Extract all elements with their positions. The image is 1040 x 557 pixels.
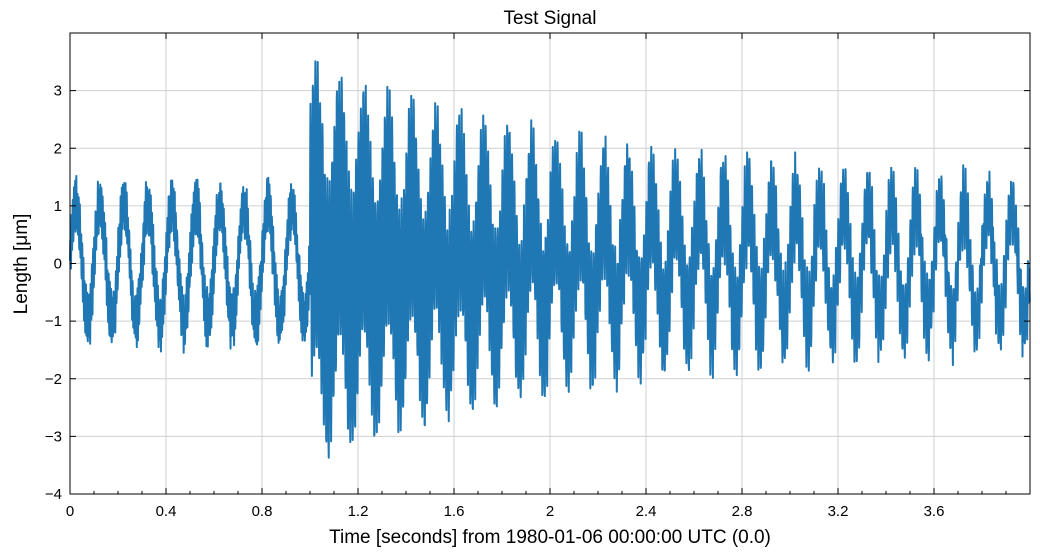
x-tick-label: 2 — [546, 503, 554, 520]
y-tick-label: 2 — [54, 140, 62, 157]
y-tick-label: −1 — [45, 313, 62, 330]
x-tick-label: 1.2 — [348, 503, 369, 520]
y-tick-label: 3 — [54, 83, 62, 100]
y-axis-label: Length [μm] — [11, 214, 32, 315]
x-tick-label: 0 — [66, 503, 74, 520]
x-tick-label: 3.6 — [924, 503, 945, 520]
x-tick-label: 2.4 — [636, 503, 657, 520]
x-tick-label: 1.6 — [444, 503, 465, 520]
x-tick-label: 0.4 — [156, 503, 177, 520]
y-tick-label: −3 — [45, 428, 62, 445]
x-tick-label: 0.8 — [252, 503, 273, 520]
x-axis-label: Time [seconds] from 1980-01-06 00:00:00 … — [329, 527, 771, 548]
x-axis: 0 0.4 0.8 1.2 1.6 2 2.4 2.8 3.2 3.6 — [66, 33, 1007, 520]
y-tick-label: −2 — [45, 371, 62, 388]
y-tick-label: 1 — [54, 198, 62, 215]
y-axis: 3 2 1 0 −1 −2 −3 −4 — [45, 83, 1030, 503]
x-tick-label: 2.8 — [732, 503, 753, 520]
y-tick-label: −4 — [45, 486, 62, 503]
series-line — [69, 60, 1031, 459]
series-test-signal — [69, 60, 1031, 459]
x-tick-label: 3.2 — [828, 503, 849, 520]
y-tick-label: 0 — [54, 256, 62, 273]
chart-title: Test Signal — [504, 8, 597, 29]
